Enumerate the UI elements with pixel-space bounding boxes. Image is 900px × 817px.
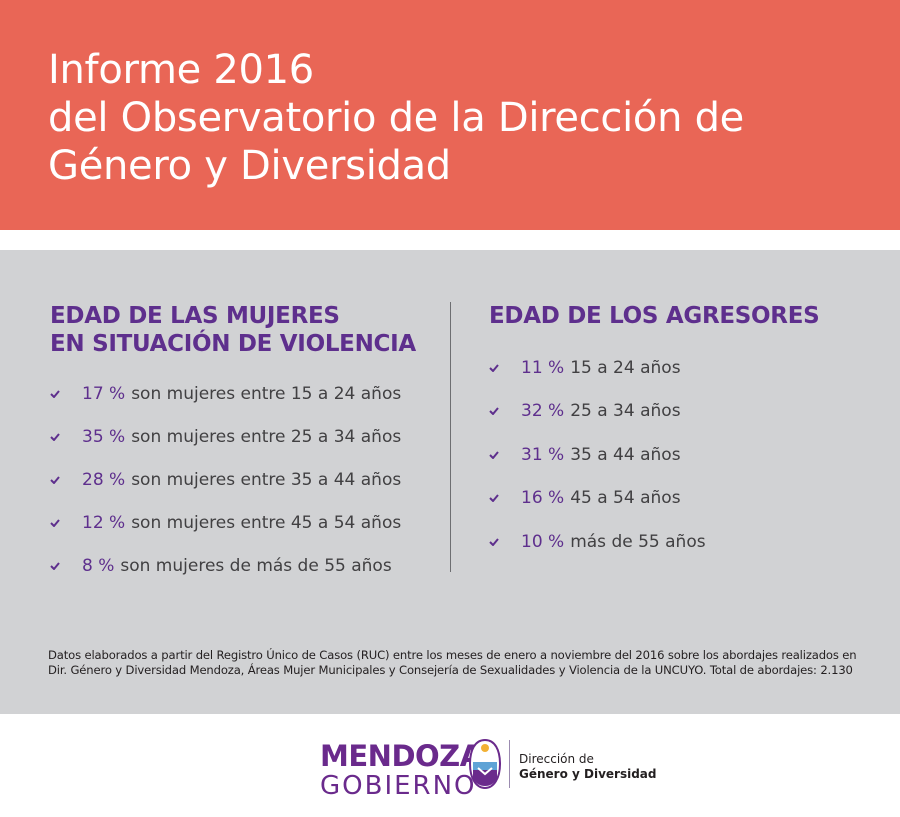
percentage: 12 % (82, 512, 126, 533)
item-text: son mujeres entre 35 a 44 años (131, 469, 402, 490)
women-age-heading: EDAD DE LAS MUJERES EN SITUACIÓN DE VIOL… (50, 302, 440, 358)
dept-line: Dirección de (519, 752, 594, 766)
check-icon (50, 475, 82, 484)
aggressors-age-list: 11 % 15 a 24 años 32 % 25 a 34 años 31 %… (489, 346, 869, 564)
title-line: Informe 2016 (48, 47, 314, 93)
provincial-seal-icon (468, 738, 502, 794)
list-item: 17 % son mujeres entre 15 a 24 años (50, 372, 440, 415)
mendoza-gobierno-logo: MENDOZA GOBIERNO (320, 741, 482, 801)
title-line: Género y Diversidad (48, 143, 451, 189)
page-title: Informe 2016 del Observatorio de la Dire… (48, 46, 744, 190)
logo-gobierno: GOBIERNO (320, 771, 477, 801)
check-icon (489, 407, 521, 416)
list-item: 35 % son mujeres entre 25 a 34 años (50, 415, 440, 458)
percentage: 10 % (521, 531, 565, 552)
department-name: Dirección de Género y Diversidad (519, 752, 657, 782)
percentage: 35 % (82, 426, 126, 447)
source-note: Datos elaborados a partir del Registro Ú… (48, 648, 857, 677)
check-icon (50, 389, 82, 398)
percentage: 16 % (521, 488, 565, 509)
title-line: del Observatorio de la Dirección de (48, 95, 744, 141)
footer: MENDOZA GOBIERNO Dirección de Género y D… (0, 714, 900, 817)
percentage: 31 % (521, 444, 565, 465)
check-icon (489, 364, 521, 372)
header-banner: Informe 2016 del Observatorio de la Dire… (0, 0, 900, 230)
list-item: 8 % son mujeres de más de 55 años (50, 544, 440, 587)
list-item: 10 % más de 55 años (489, 520, 869, 564)
item-text: son mujeres de más de 55 años (120, 555, 392, 576)
percentage: 17 % (82, 383, 126, 404)
item-text: son mujeres entre 45 a 54 años (131, 512, 402, 533)
percentage: 32 % (521, 401, 565, 422)
list-item: 28 % son mujeres entre 35 a 44 años (50, 458, 440, 501)
stats-panel: EDAD DE LAS MUJERES EN SITUACIÓN DE VIOL… (0, 250, 900, 714)
heading-line: EDAD DE LAS MUJERES (50, 303, 340, 329)
list-item: 12 % son mujeres entre 45 a 54 años (50, 501, 440, 544)
check-icon (50, 518, 82, 527)
item-text: más de 55 años (570, 531, 706, 552)
list-item: 31 % 35 a 44 años (489, 433, 869, 477)
item-text: 45 a 54 años (570, 488, 681, 509)
column-divider (450, 302, 451, 572)
item-text: 15 a 24 años (570, 357, 681, 378)
list-item: 32 % 25 a 34 años (489, 390, 869, 434)
percentage: 8 % (82, 555, 115, 576)
aggressors-age-heading: EDAD DE LOS AGRESORES (489, 303, 820, 329)
list-item: 16 % 45 a 54 años (489, 477, 869, 521)
percentage: 11 % (521, 357, 565, 378)
item-text: son mujeres entre 15 a 24 años (131, 383, 402, 404)
women-age-list: 17 % son mujeres entre 15 a 24 años 35 %… (50, 372, 440, 587)
logo-mendoza: MENDOZA (320, 739, 482, 773)
check-icon (50, 432, 82, 441)
footer-separator (509, 740, 510, 788)
dept-line-bold: Género y Diversidad (519, 767, 657, 781)
item-text: son mujeres entre 25 a 34 años (131, 426, 402, 447)
heading-line: EN SITUACIÓN DE VIOLENCIA (50, 331, 416, 357)
check-icon (489, 494, 521, 503)
check-icon (489, 451, 521, 459)
item-text: 25 a 34 años (570, 401, 681, 422)
item-text: 35 a 44 años (570, 444, 681, 465)
check-icon (489, 538, 521, 546)
check-icon (50, 561, 82, 570)
percentage: 28 % (82, 469, 126, 490)
list-item: 11 % 15 a 24 años (489, 346, 869, 390)
aggressors-age-section: EDAD DE LOS AGRESORES 11 % 15 a 24 años … (489, 302, 869, 564)
women-age-section: EDAD DE LAS MUJERES EN SITUACIÓN DE VIOL… (50, 302, 440, 587)
